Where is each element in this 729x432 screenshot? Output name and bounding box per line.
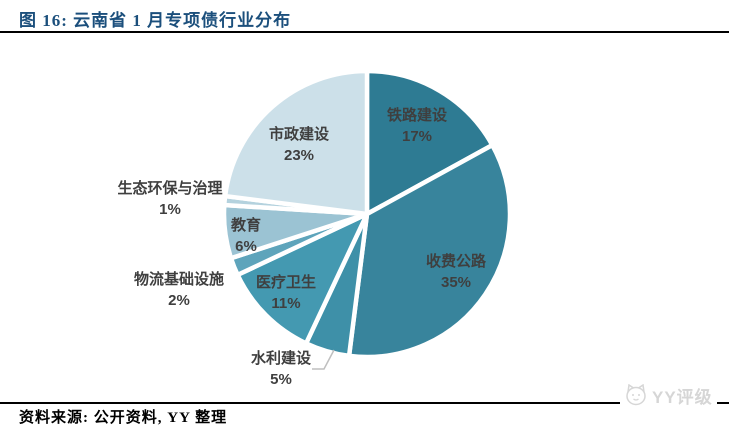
pie-slice-铁路建设 bbox=[364, 68, 495, 217]
pie-label-value: 17% bbox=[401, 128, 433, 145]
source-note: 资料来源: 公开资料, YY 整理 bbox=[19, 410, 228, 426]
pie-label-value: 5% bbox=[270, 371, 292, 388]
pie-label-name: 生态环保与治理 bbox=[117, 180, 223, 197]
pie-slice-收费公路 bbox=[346, 142, 513, 360]
pie-label-name: 收费公路 bbox=[425, 253, 487, 270]
pie-label-铁路建设: 铁路建设 17% bbox=[387, 105, 447, 147]
pie-label-市政建设: 市政建设 23% bbox=[269, 124, 329, 166]
pie-label-收费公路: 收费公路 35% bbox=[426, 251, 486, 293]
title-divider bbox=[0, 31, 729, 33]
leader-line-水利建设 bbox=[312, 349, 335, 370]
pie-label-value: 2% bbox=[168, 292, 190, 309]
pie-slice-医疗卫生 bbox=[235, 211, 370, 346]
watermark: YY评级 bbox=[620, 382, 717, 408]
pie-label-value: 6% bbox=[235, 238, 257, 255]
pie-label-value: 35% bbox=[440, 274, 472, 291]
pie-label-医疗卫生: 医疗卫生 11% bbox=[256, 272, 316, 314]
pie-label-value: 23% bbox=[283, 147, 315, 164]
pie-label-水利建设: 水利建设 5% bbox=[251, 348, 311, 390]
pie-label-value: 11% bbox=[271, 295, 301, 312]
pie-label-name: 教育 bbox=[230, 217, 262, 234]
pie-label-name: 医疗卫生 bbox=[255, 274, 317, 291]
pie-label-教育: 教育 6% bbox=[231, 215, 261, 257]
pie-label-value: 1% bbox=[159, 201, 181, 218]
figure-title: 图 16: 云南省 1 月专项债行业分布 bbox=[19, 11, 292, 30]
pie-slice-市政建设 bbox=[222, 68, 370, 217]
yy-mascot-icon bbox=[626, 384, 646, 406]
pie-label-物流基础设施: 物流基础设施 2% bbox=[134, 269, 224, 311]
pie-label-name: 水利建设 bbox=[250, 350, 312, 367]
footer-divider bbox=[0, 402, 729, 404]
pie-label-name: 物流基础设施 bbox=[133, 271, 225, 288]
pie-label-生态环保与治理: 生态环保与治理 1% bbox=[117, 178, 222, 220]
watermark-text: YY评级 bbox=[652, 387, 713, 407]
pie-label-name: 铁路建设 bbox=[386, 107, 448, 124]
pie-label-name: 市政建设 bbox=[268, 126, 330, 143]
